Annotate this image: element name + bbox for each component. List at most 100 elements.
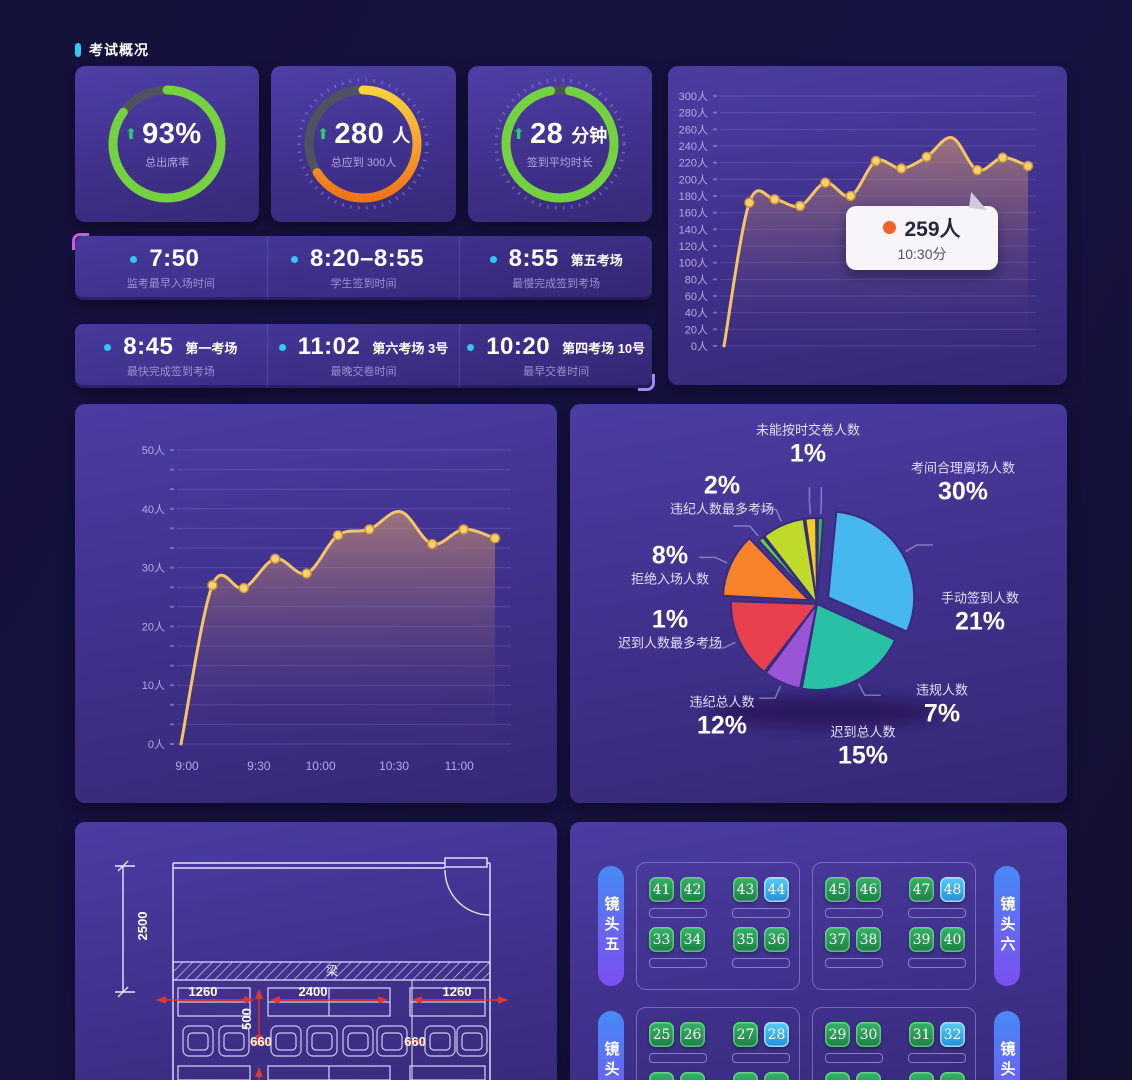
seat-40[interactable]: 40 <box>940 927 965 952</box>
svg-text:60人: 60人 <box>685 290 708 303</box>
gauge-card-signedin: ⬆ 280 人 总应到 300人 <box>271 66 456 222</box>
desk <box>825 908 883 918</box>
seat-34[interactable]: 34 <box>680 927 705 952</box>
avgtime-gauge-ring <box>494 78 626 210</box>
up-arrow-icon: ⬆ <box>124 126 138 143</box>
seat-45[interactable]: 45 <box>825 877 850 902</box>
attendance-value: 93% <box>142 118 202 150</box>
section-title: 考试概况 <box>89 42 149 58</box>
seat-blank[interactable] <box>940 1072 965 1080</box>
svg-text:40人: 40人 <box>142 503 165 516</box>
bullet-dot-icon <box>291 255 299 263</box>
svg-text:10:00: 10:00 <box>306 759 336 773</box>
seat-42[interactable]: 42 <box>680 877 705 902</box>
desk <box>908 908 966 918</box>
seat-map-card: 镜头五 镜头六 41 42 43 44 33 34 35 36 45 46 47 48 37 38 39 40 镜头… <box>570 822 1067 1080</box>
attendance-gauge-ring <box>108 85 226 203</box>
exam-stats-pie-card: 未能按时交卷人数 1% 考间合理离场人数 30% 手动签到人数 21% 违规人数 7% 迟到总人… <box>570 404 1067 803</box>
avgtime-label: 签到平均时长 <box>526 157 593 169</box>
seat-blank[interactable] <box>909 1072 934 1080</box>
svg-text:260人: 260人 <box>679 123 708 136</box>
bullet-dot-icon <box>130 255 138 263</box>
seat-37[interactable]: 37 <box>825 927 850 952</box>
seat-33[interactable]: 33 <box>649 927 674 952</box>
seat-27[interactable]: 27 <box>733 1022 758 1047</box>
seat-32[interactable]: 32 <box>940 1022 965 1047</box>
pie-label-4: 迟到总人数 15% <box>830 724 896 770</box>
seat-36[interactable]: 36 <box>764 927 789 952</box>
signedin-value: 280 <box>334 118 385 150</box>
headcount-line-chart-card: 0人 20人 40人 60人 80人 100人 120人 140人 160人 180人 200人 22… <box>668 66 1067 385</box>
bullet-dot-icon <box>489 255 497 263</box>
desk <box>649 908 707 918</box>
pie-label-6: 1% 迟到人数最多考场 <box>617 605 723 651</box>
svg-text:0人: 0人 <box>148 738 165 751</box>
stat-signin-window: 8:20–8:55 学生签到时间 <box>266 236 460 300</box>
svg-text:280人: 280人 <box>679 107 708 120</box>
seat-43[interactable]: 43 <box>733 877 758 902</box>
desk <box>908 958 966 968</box>
seat-41[interactable]: 41 <box>649 877 674 902</box>
seat-blank[interactable] <box>825 1072 850 1080</box>
svg-text:160人: 160人 <box>679 207 708 220</box>
seat-group: 25 26 27 28 <box>636 1007 800 1080</box>
attendance-label: 总出席率 <box>145 157 190 169</box>
dim-2500: 2500 <box>135 912 150 941</box>
seat-blank[interactable] <box>856 1072 881 1080</box>
seat-44[interactable]: 44 <box>764 877 789 902</box>
seat-38[interactable]: 38 <box>856 927 881 952</box>
floorplan-card: 梁 <box>75 822 557 1080</box>
gauge-card-avgtime: ⬆ 28 分钟 签到平均时长 <box>467 66 652 222</box>
svg-text:300人: 300人 <box>679 90 708 103</box>
pie-label-0: 未能按时交卷人数 1% <box>755 422 861 468</box>
svg-text:9:00: 9:00 <box>175 759 199 773</box>
svg-text:30人: 30人 <box>142 562 165 575</box>
seat-31[interactable]: 31 <box>909 1022 934 1047</box>
camera-pill-right-1: 镜头四 <box>994 1011 1020 1080</box>
desk <box>649 958 707 968</box>
up-arrow-icon: ⬆ <box>316 126 330 143</box>
seat-29[interactable]: 29 <box>825 1022 850 1047</box>
pie-label-5: 违纪总人数 12% <box>689 694 755 740</box>
tooltip-dot-icon <box>883 221 897 234</box>
room-headcount-chart[interactable]: 0人 10人 20人 30人 40人 50人 9:00 9:30 10:00 10:30 11:00 <box>75 404 557 803</box>
seat-group: 41 42 43 44 33 34 35 36 <box>636 862 800 990</box>
svg-text:9:30: 9:30 <box>247 759 271 773</box>
camera-pill-left-0: 镜头五 <box>598 866 624 986</box>
svg-text:200人: 200人 <box>679 173 708 186</box>
seat-group: 29 30 31 32 <box>812 1007 976 1080</box>
seat-35[interactable]: 35 <box>733 927 758 952</box>
seat-group: 45 46 47 48 37 38 39 40 <box>812 862 976 990</box>
seat-30[interactable]: 30 <box>856 1022 881 1047</box>
gauge-row: ⬆ 93% 总出席率 ⬆ 280 人 总应到 300人 ⬆ 28 分钟 签 <box>75 66 652 222</box>
exam-stats-pie-chart[interactable] <box>570 404 1067 803</box>
camera-pill-left-1: 镜头三 <box>598 1011 624 1080</box>
seat-28[interactable]: 28 <box>764 1022 789 1047</box>
seat-47[interactable]: 47 <box>909 877 934 902</box>
seat-48[interactable]: 48 <box>940 877 965 902</box>
seat-25[interactable]: 25 <box>649 1022 674 1047</box>
seat-blank[interactable] <box>680 1072 705 1080</box>
pie-label-1: 考间合理离场人数 30% <box>910 460 1016 506</box>
desk <box>732 1053 790 1063</box>
section-marker-icon <box>75 43 81 57</box>
up-arrow-icon: ⬆ <box>512 126 525 143</box>
room-headcount-chart-card: 0人 10人 20人 30人 40人 50人 9:00 9:30 10:00 10:30 11:00 <box>75 404 557 803</box>
signedin-label: 总应到 300人 <box>330 157 397 169</box>
seat-blank[interactable] <box>649 1072 674 1080</box>
dim-660-right: 660 <box>404 1034 426 1049</box>
time-stats-bar-2: 8:45 第一考场 最快完成签到考场 11:02 第六考场 3号 最晚交卷时间 … <box>75 324 655 391</box>
seat-blank[interactable] <box>764 1072 789 1080</box>
gauge-card-attendance: ⬆ 93% 总出席率 <box>75 66 260 222</box>
svg-text:20人: 20人 <box>142 620 165 633</box>
seat-46[interactable]: 46 <box>856 877 881 902</box>
section-header: 考试概况 <box>75 40 149 60</box>
seat-blank[interactable] <box>733 1072 758 1080</box>
stat-fastest-room: 8:45 第一考场 最快完成签到考场 <box>75 324 267 388</box>
seat-26[interactable]: 26 <box>680 1022 705 1047</box>
tooltip-fold-icon <box>968 191 990 211</box>
seat-39[interactable]: 39 <box>909 927 934 952</box>
dim-2400: 2400 <box>299 984 328 999</box>
svg-text:100人: 100人 <box>679 257 708 270</box>
pie-label-2: 手动签到人数 21% <box>940 590 1020 636</box>
